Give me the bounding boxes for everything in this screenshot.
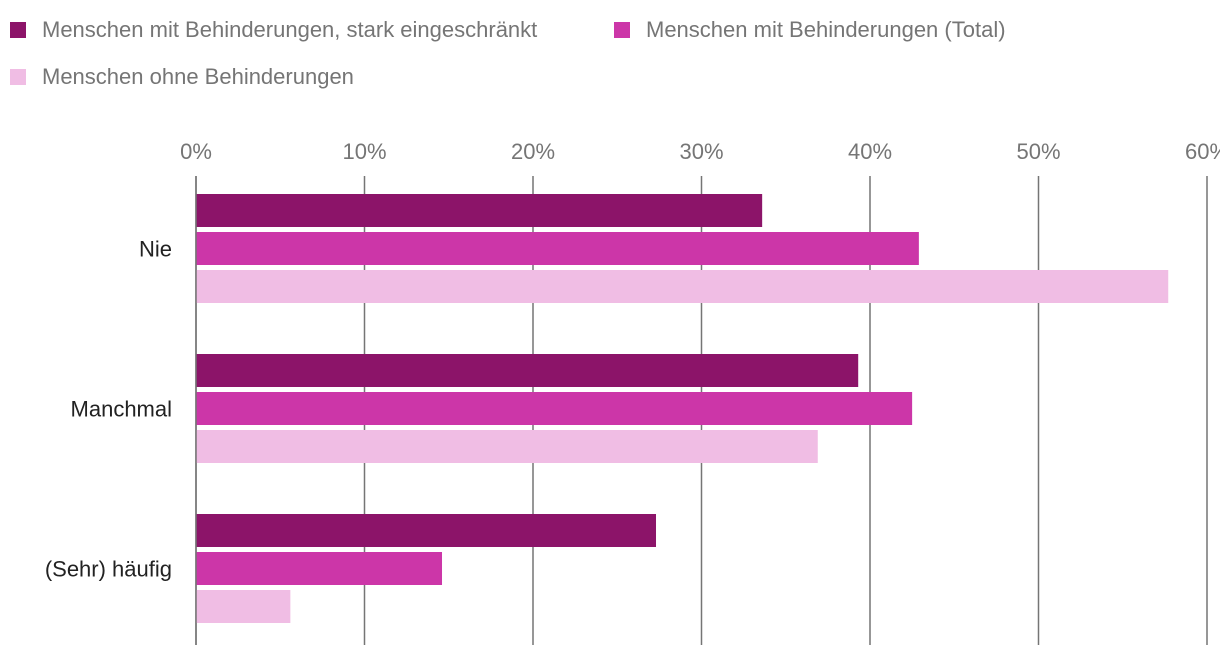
bar-1-3[interactable] — [196, 514, 657, 547]
bar-3-3[interactable] — [196, 590, 291, 623]
legend-label-series-3: Menschen ohne Behinderungen — [42, 64, 354, 89]
category-label-3: (Sehr) häufig — [45, 557, 172, 582]
legend-item-series-3[interactable]: Menschen ohne Behinderungen — [10, 64, 354, 90]
bar-1-1[interactable] — [196, 194, 763, 227]
x-tick-label-20: 20% — [511, 139, 555, 164]
bar-2-3[interactable] — [196, 552, 443, 585]
x-tick-label-0: 0% — [180, 139, 212, 164]
x-tick-label-10: 10% — [342, 139, 386, 164]
bar-2-2[interactable] — [196, 392, 913, 425]
legend-label-series-1: Menschen mit Behinderungen, stark einges… — [42, 17, 538, 42]
legend-item-series-1[interactable]: Menschen mit Behinderungen, stark einges… — [10, 17, 537, 43]
x-tick-label-50: 50% — [1016, 139, 1060, 164]
bar-2-1[interactable] — [196, 232, 919, 265]
bar-1-2[interactable] — [196, 354, 859, 387]
legend-item-series-2[interactable]: Menschen mit Behinderungen (Total) — [614, 17, 1006, 43]
legend-swatch-series-3 — [10, 69, 26, 85]
bar-3-2[interactable] — [196, 430, 818, 463]
legend-swatch-series-1 — [10, 22, 26, 38]
legend-label-series-2: Menschen mit Behinderungen (Total) — [646, 17, 1006, 42]
x-tick-label-30: 30% — [679, 139, 723, 164]
category-label-2: Manchmal — [71, 397, 172, 422]
bar-3-1[interactable] — [196, 270, 1169, 303]
category-label-1: Nie — [139, 237, 172, 262]
x-tick-label-40: 40% — [848, 139, 892, 164]
legend-swatch-series-2 — [614, 22, 630, 38]
x-tick-label-60: 60% — [1185, 139, 1220, 164]
